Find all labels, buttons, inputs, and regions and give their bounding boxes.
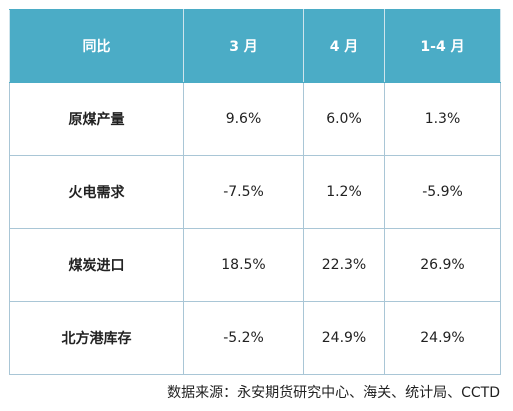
- header-cell: 1-4 月: [384, 9, 501, 83]
- value-cell: 9.6%: [183, 82, 304, 156]
- header-cell: 4 月: [303, 9, 385, 83]
- header-cell: 3 月: [183, 9, 304, 83]
- table-row: 火电需求 -7.5% 1.2% -5.9%: [9, 155, 501, 229]
- value-cell: 1.2%: [303, 155, 385, 229]
- header-cell: 同比: [9, 9, 184, 83]
- row-label: 火电需求: [9, 155, 184, 229]
- value-cell: 24.9%: [384, 301, 501, 375]
- table-row: 北方港库存 -5.2% 24.9% 24.9%: [9, 301, 501, 375]
- value-cell: 26.9%: [384, 228, 501, 302]
- value-cell: 22.3%: [303, 228, 385, 302]
- table-row: 煤炭进口 18.5% 22.3% 26.9%: [9, 228, 501, 302]
- table-body: 原煤产量 9.6% 6.0% 1.3% 火电需求 -7.5% 1.2% -5.9% 煤炭进口 18…: [9, 82, 501, 375]
- row-label: 北方港库存: [9, 301, 184, 375]
- row-label: 原煤产量: [9, 82, 184, 156]
- source-note: 数据来源：永安期货研究中心、海关、统计局、CCTD: [167, 385, 500, 401]
- table-row: 原煤产量 9.6% 6.0% 1.3%: [9, 82, 501, 156]
- value-cell: -5.9%: [384, 155, 501, 229]
- value-cell: -5.2%: [183, 301, 304, 375]
- value-cell: 24.9%: [303, 301, 385, 375]
- row-label: 煤炭进口: [9, 228, 184, 302]
- value-cell: 1.3%: [384, 82, 501, 156]
- value-cell: -7.5%: [183, 155, 304, 229]
- value-cell: 6.0%: [303, 82, 385, 156]
- value-cell: 18.5%: [183, 228, 304, 302]
